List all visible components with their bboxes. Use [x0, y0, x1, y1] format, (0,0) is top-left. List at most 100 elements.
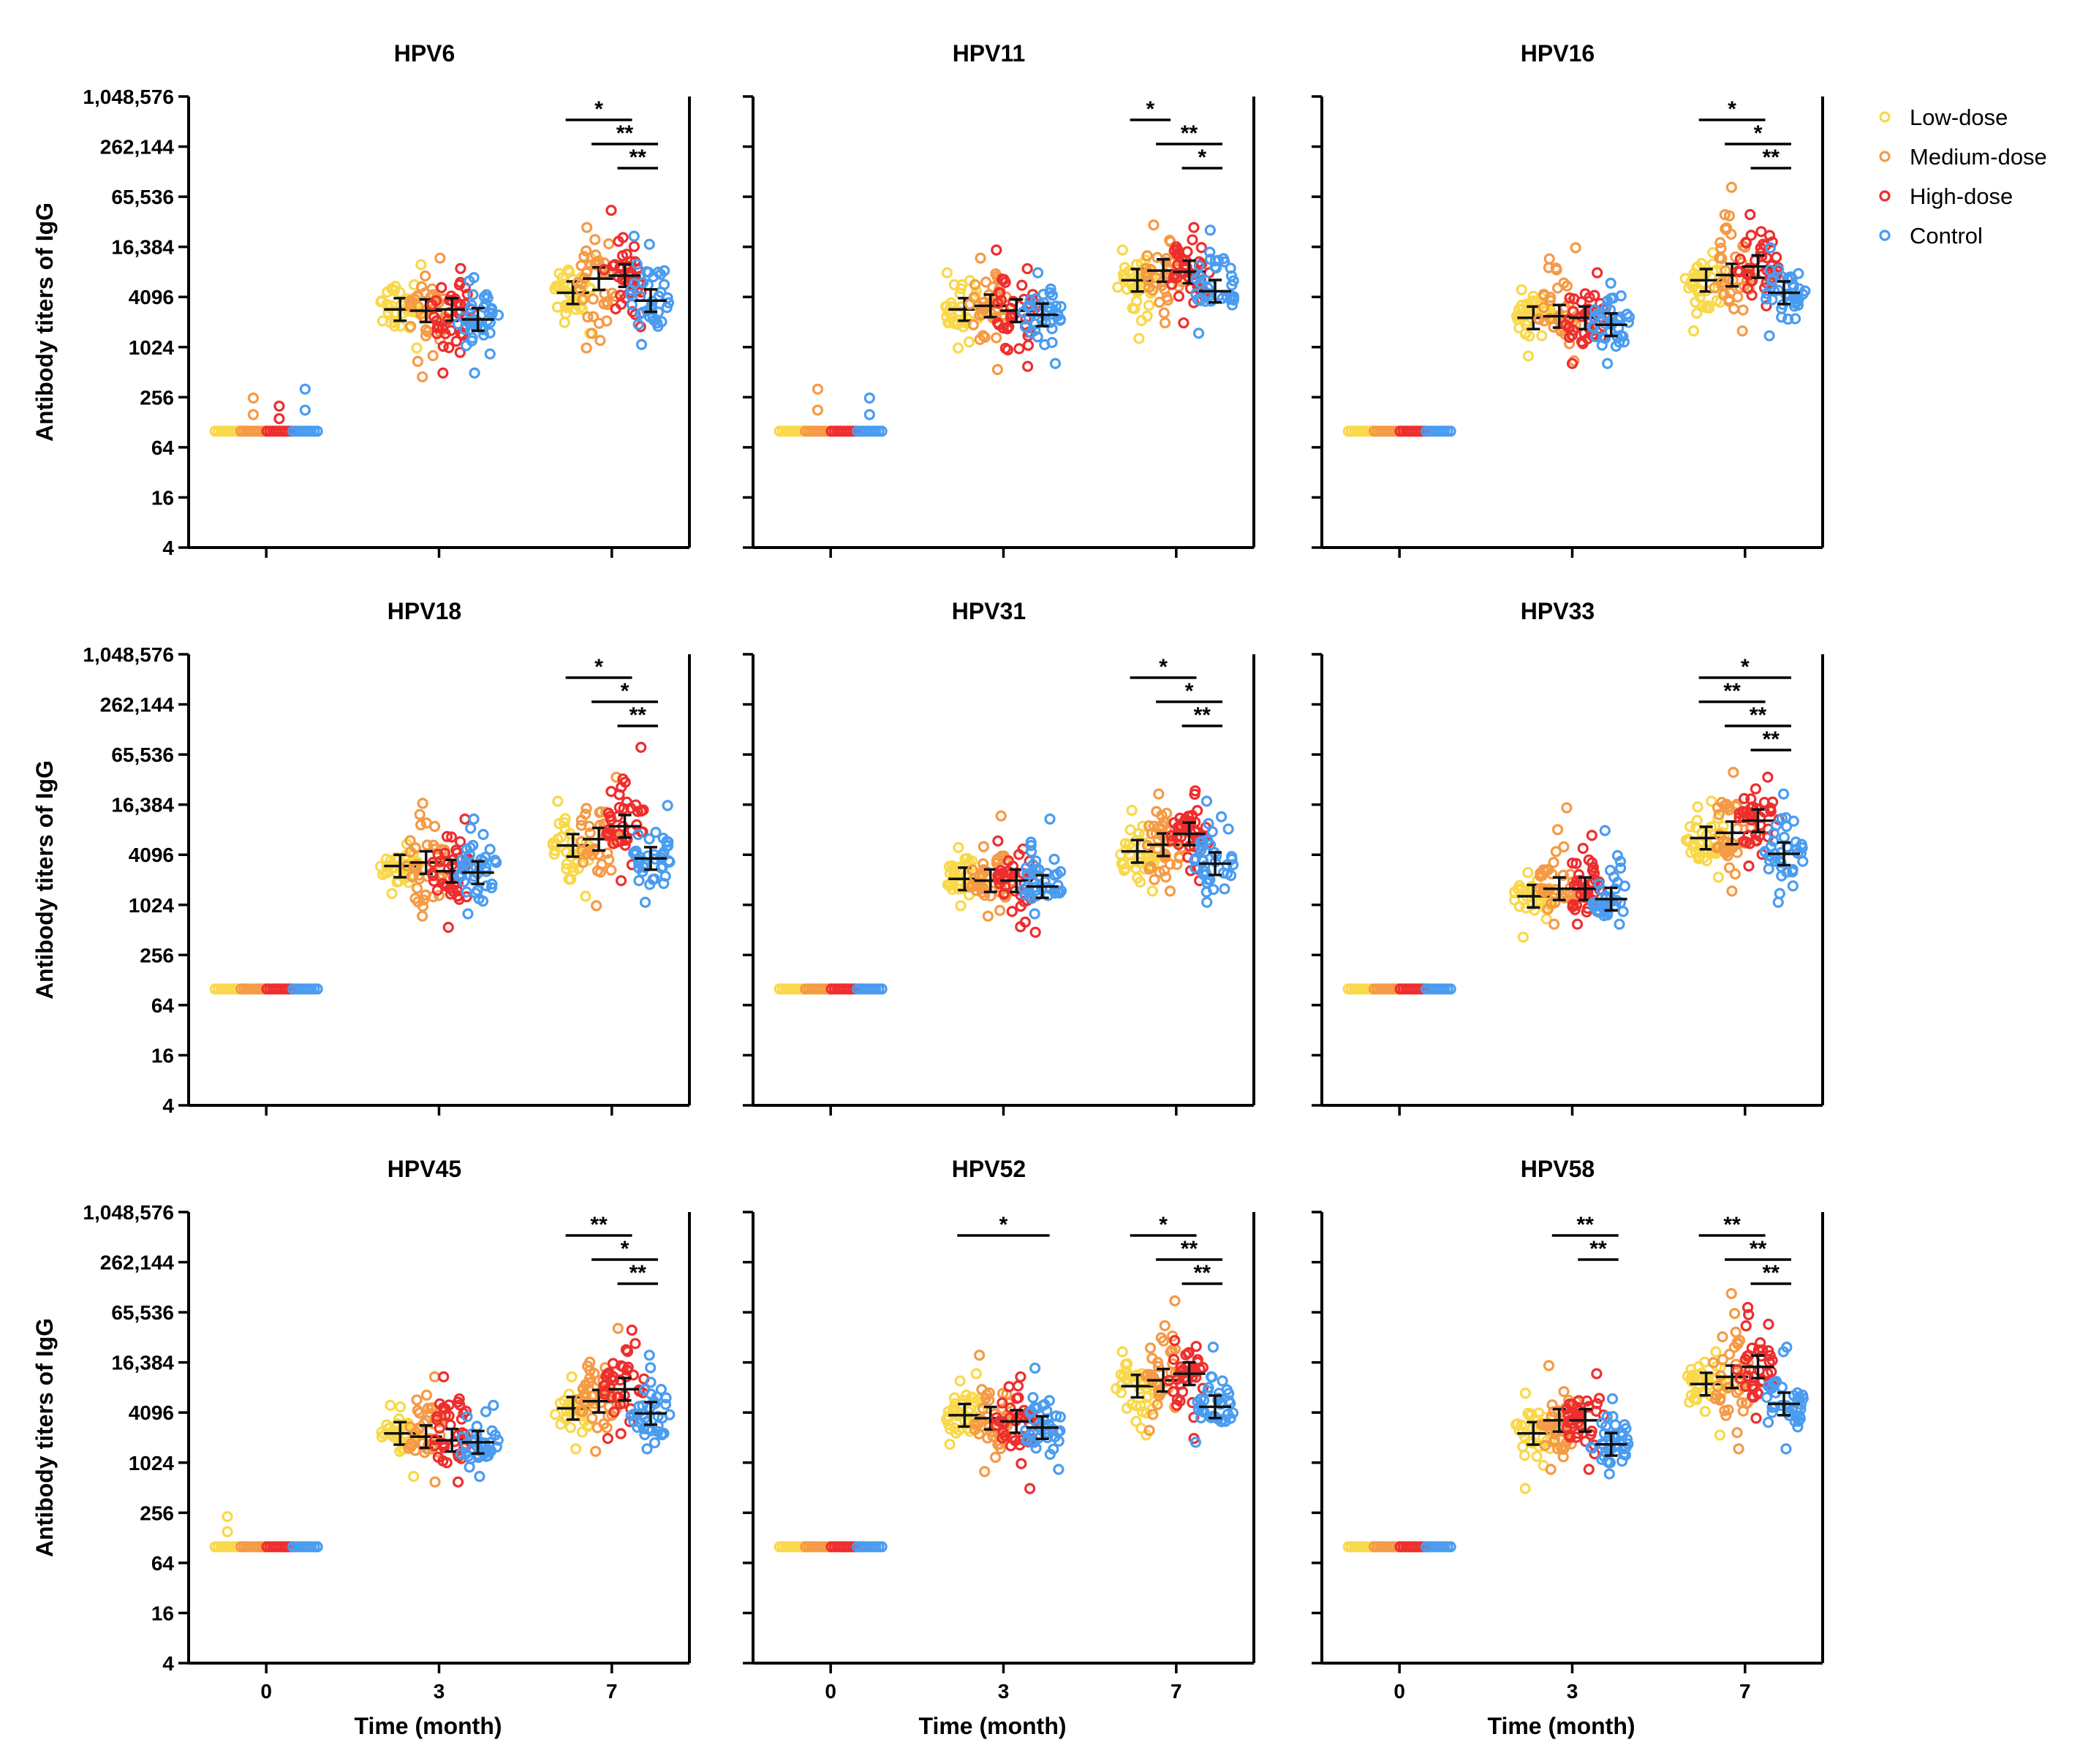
data-point — [1129, 303, 1141, 314]
data-point — [1787, 880, 1799, 892]
data-point — [413, 1423, 425, 1435]
data-point — [1195, 1412, 1207, 1424]
significance-label: ** — [1194, 1261, 1211, 1285]
data-point — [469, 887, 482, 899]
data-point — [970, 286, 983, 298]
data-point — [1053, 1435, 1064, 1447]
data-point — [624, 289, 636, 300]
data-point — [1764, 264, 1776, 276]
data-point — [953, 841, 964, 853]
data-point — [967, 864, 978, 876]
data-point — [1557, 869, 1569, 881]
data-point — [477, 828, 489, 841]
data-point — [571, 857, 583, 868]
panel-title: HPV31 — [952, 598, 1026, 624]
data-point — [1717, 1331, 1728, 1343]
data-point — [1562, 1416, 1574, 1428]
data-point — [1164, 885, 1176, 897]
data-point — [1605, 277, 1616, 289]
data-point — [483, 307, 495, 319]
data-point — [602, 830, 614, 841]
data-point — [632, 829, 644, 841]
data-point — [648, 1437, 661, 1449]
data-point — [1519, 1483, 1531, 1494]
data-point — [1793, 1415, 1804, 1427]
data-point — [1225, 1412, 1236, 1424]
data-point — [1189, 788, 1200, 800]
data-point — [1160, 256, 1172, 268]
data-point — [1188, 1412, 1200, 1423]
data-point — [1510, 1419, 1522, 1431]
data-point — [1548, 918, 1560, 930]
data-point — [628, 230, 640, 242]
data-point — [580, 803, 592, 814]
data-point — [1144, 1342, 1157, 1354]
data-point — [812, 404, 824, 416]
data-point — [1538, 301, 1549, 314]
significance-label: * — [1159, 655, 1168, 679]
data-point — [641, 1443, 653, 1455]
y-tick-label: 16 — [151, 1044, 174, 1067]
data-point — [1713, 809, 1725, 820]
data-point — [1725, 1287, 1737, 1300]
data-point — [1227, 1407, 1239, 1419]
data-point — [1009, 1435, 1021, 1447]
y-tick-label: 4096 — [129, 844, 174, 866]
data-point — [949, 1422, 961, 1434]
data-point — [1013, 343, 1025, 355]
data-point — [480, 289, 493, 300]
data-point — [1717, 1354, 1729, 1366]
data-point — [603, 238, 615, 250]
data-point — [1791, 296, 1804, 308]
data-point — [1120, 1358, 1132, 1371]
data-point — [652, 1426, 664, 1437]
significance-label: * — [1146, 97, 1155, 121]
data-point — [380, 853, 393, 865]
data-point — [1027, 859, 1039, 871]
data-point — [1049, 357, 1062, 369]
data-point — [1168, 817, 1180, 828]
y-tick-label: 65,536 — [111, 1301, 174, 1324]
legend-marker — [1879, 230, 1891, 241]
data-point — [635, 741, 647, 753]
data-point — [581, 222, 593, 233]
data-point — [643, 238, 655, 250]
data-point — [876, 1541, 888, 1553]
significance-label: * — [594, 655, 603, 679]
data-point — [1710, 1346, 1722, 1358]
data-point — [1019, 321, 1032, 333]
data-point — [638, 1384, 651, 1396]
data-point — [1611, 849, 1623, 861]
data-point — [612, 1322, 624, 1334]
data-point — [564, 266, 575, 278]
panel-hpv33: HPV33******* — [1312, 598, 1824, 1116]
data-point — [1190, 1436, 1201, 1448]
x-axis-title: Time (month) — [1487, 1713, 1635, 1739]
data-point — [1588, 867, 1600, 879]
data-point — [1145, 861, 1157, 873]
significance-label: * — [1198, 145, 1206, 170]
data-point — [394, 1445, 406, 1457]
data-point — [1207, 1341, 1219, 1353]
data-point — [1118, 273, 1130, 284]
data-point — [1723, 295, 1735, 307]
data-point — [1161, 807, 1173, 819]
data-point — [994, 878, 1005, 890]
data-point — [1792, 1421, 1804, 1433]
data-point — [1593, 878, 1605, 890]
data-point — [1215, 811, 1228, 822]
data-point — [942, 1411, 954, 1423]
data-point — [991, 317, 1004, 329]
data-point — [1053, 1464, 1064, 1475]
data-point — [468, 813, 480, 825]
x-tick-label: 3 — [434, 1680, 445, 1703]
data-point — [1712, 802, 1724, 814]
legend: Low-dose Medium-dose High-dose Control — [1879, 105, 2047, 249]
data-point — [1054, 1411, 1066, 1423]
data-point — [464, 849, 476, 860]
data-point — [1596, 339, 1608, 351]
data-point — [1046, 336, 1058, 349]
data-point — [1536, 1419, 1548, 1431]
data-point — [643, 1350, 655, 1361]
data-point — [578, 1388, 590, 1400]
